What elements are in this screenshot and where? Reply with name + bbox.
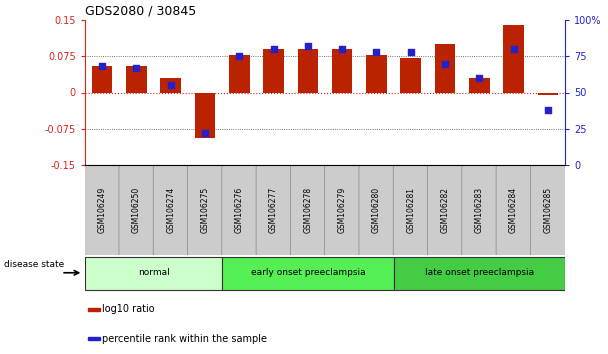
Text: GDS2080 / 30845: GDS2080 / 30845 — [85, 5, 196, 17]
Bar — [263, 49, 284, 92]
Point — [543, 107, 553, 113]
Point — [440, 61, 450, 66]
FancyBboxPatch shape — [325, 165, 359, 256]
Bar — [297, 49, 318, 92]
Point — [474, 75, 484, 81]
Text: normal: normal — [137, 268, 170, 277]
Point — [337, 46, 347, 52]
FancyBboxPatch shape — [291, 165, 325, 256]
Text: GSM106284: GSM106284 — [509, 187, 518, 233]
Bar — [92, 66, 112, 92]
Point — [509, 46, 519, 52]
Bar — [88, 308, 100, 311]
Text: GSM106276: GSM106276 — [235, 187, 244, 233]
Bar — [229, 55, 249, 92]
Bar — [435, 44, 455, 92]
Text: GSM106281: GSM106281 — [406, 187, 415, 233]
Bar — [88, 337, 100, 340]
Text: GSM106279: GSM106279 — [337, 187, 347, 233]
Point — [131, 65, 141, 71]
FancyBboxPatch shape — [85, 165, 120, 256]
Text: GSM106249: GSM106249 — [98, 187, 106, 233]
Text: early onset preeclampsia: early onset preeclampsia — [250, 268, 365, 277]
FancyBboxPatch shape — [222, 165, 257, 256]
FancyBboxPatch shape — [256, 165, 291, 256]
Text: disease state: disease state — [4, 260, 64, 269]
Point — [303, 43, 313, 49]
Text: GSM106283: GSM106283 — [475, 187, 484, 233]
Text: GSM106274: GSM106274 — [166, 187, 175, 233]
FancyBboxPatch shape — [496, 165, 531, 256]
Bar — [85, 257, 222, 290]
Text: percentile rank within the sample: percentile rank within the sample — [103, 333, 268, 343]
Text: GSM106278: GSM106278 — [303, 187, 313, 233]
FancyBboxPatch shape — [530, 165, 565, 256]
FancyBboxPatch shape — [462, 165, 497, 256]
Point — [166, 82, 176, 88]
Point — [406, 49, 416, 55]
Bar — [366, 55, 387, 92]
Bar — [469, 78, 489, 92]
Text: GSM106285: GSM106285 — [544, 187, 552, 233]
Bar — [393, 257, 565, 290]
Bar — [222, 257, 393, 290]
Bar — [401, 58, 421, 92]
Bar — [537, 92, 558, 95]
FancyBboxPatch shape — [427, 165, 463, 256]
Bar — [126, 66, 147, 92]
Point — [269, 46, 278, 52]
Text: late onset preeclampsia: late onset preeclampsia — [425, 268, 534, 277]
Text: GSM106275: GSM106275 — [201, 187, 210, 233]
FancyBboxPatch shape — [119, 165, 154, 256]
Text: GSM106280: GSM106280 — [372, 187, 381, 233]
FancyBboxPatch shape — [153, 165, 188, 256]
FancyBboxPatch shape — [393, 165, 428, 256]
Text: log10 ratio: log10 ratio — [103, 304, 155, 314]
Text: GSM106282: GSM106282 — [441, 187, 449, 233]
Bar — [161, 78, 181, 92]
Bar — [503, 25, 524, 92]
Point — [97, 64, 107, 69]
Point — [200, 130, 210, 136]
FancyBboxPatch shape — [359, 165, 394, 256]
Bar — [195, 92, 215, 138]
Point — [371, 49, 381, 55]
Text: GSM106277: GSM106277 — [269, 187, 278, 233]
Point — [235, 53, 244, 59]
FancyBboxPatch shape — [187, 165, 223, 256]
Text: GSM106250: GSM106250 — [132, 187, 141, 233]
Bar — [332, 49, 353, 92]
